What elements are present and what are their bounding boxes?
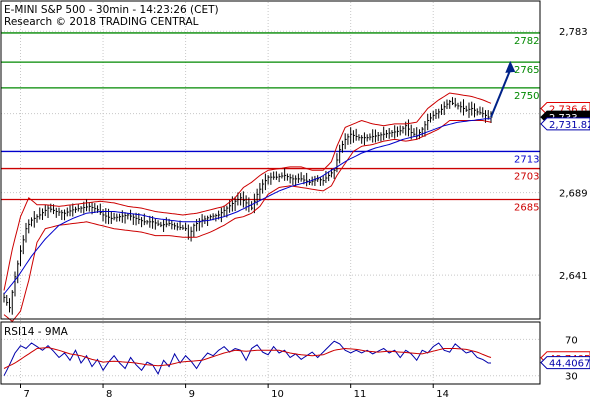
level-label-resistance: 2750 [514, 91, 539, 102]
price-panel: 2782 2765 2750 2713 2703 2685 2,641 2,689 2,783… [0, 0, 590, 384]
rsi-title: RSI14 - 9MA [4, 326, 69, 338]
price-tick-label: 2,689 [559, 189, 588, 200]
bollinger-upper-line [3, 92, 492, 291]
level-label-support: 2703 [514, 172, 539, 183]
rsi-tag-box [540, 356, 590, 370]
chart-subtitle: Research © 2018 TRADING CENTRAL [4, 16, 199, 28]
time-tick-label: 7 [24, 389, 30, 400]
time-tick-label: 9 [189, 389, 195, 400]
bollinger-bands [3, 92, 492, 323]
rsi-panel-frame [0, 321, 541, 385]
price-panel-frame [0, 0, 541, 320]
time-tick-label: 10 [271, 389, 284, 400]
time-tick-label: 8 [106, 389, 112, 400]
price-tag: 2,736.6 [549, 104, 587, 115]
rsi-panel: 30 70 49.740544.4067 RSI14 - 9MA [0, 321, 590, 385]
support-resistance-levels: 2782 2765 2750 2713 2703 2685 [1, 32, 540, 214]
arrow-head [505, 60, 516, 73]
rsi-axis: 30 70 [565, 335, 578, 382]
price-tag: 2,731.82 [549, 120, 590, 131]
rsi-tick-label: 70 [565, 335, 578, 346]
rsi-series-9ma [3, 346, 492, 369]
time-tick-label: 11 [354, 389, 367, 400]
price-grid [1, 2, 540, 384]
level-label-resistance: 2765 [514, 65, 539, 76]
moving-average-line [3, 118, 491, 295]
rsi-tag: 44.4067 [549, 359, 590, 370]
rsi-lines [3, 340, 492, 376]
price-tick-label: 2,783 [559, 27, 588, 38]
price-tag-box [540, 117, 590, 131]
moving-average [3, 118, 491, 295]
price-axis: 2,641 2,689 2,783 [559, 27, 588, 282]
rsi-tick-label: 30 [565, 372, 578, 383]
level-label-resistance: 2782 [514, 36, 539, 47]
rsi-tags: 49.740544.4067 [540, 351, 590, 370]
level-label-support: 2685 [514, 203, 539, 214]
arrow-shaft [490, 69, 512, 118]
bollinger-lower-line [3, 120, 492, 323]
chart-title: E-MINI S&P 500 - 30min - 14:23:26 (CET) [4, 4, 219, 16]
time-tick-label: 14 [436, 389, 449, 400]
time-axis: 7 8 9 10 11 14 [20, 384, 449, 400]
level-label-pivot: 2713 [514, 154, 539, 165]
projection-arrow [490, 60, 516, 118]
price-tags: 2,736.62,7332,731.82 [540, 101, 590, 131]
price-tick-label: 2,641 [559, 271, 588, 282]
